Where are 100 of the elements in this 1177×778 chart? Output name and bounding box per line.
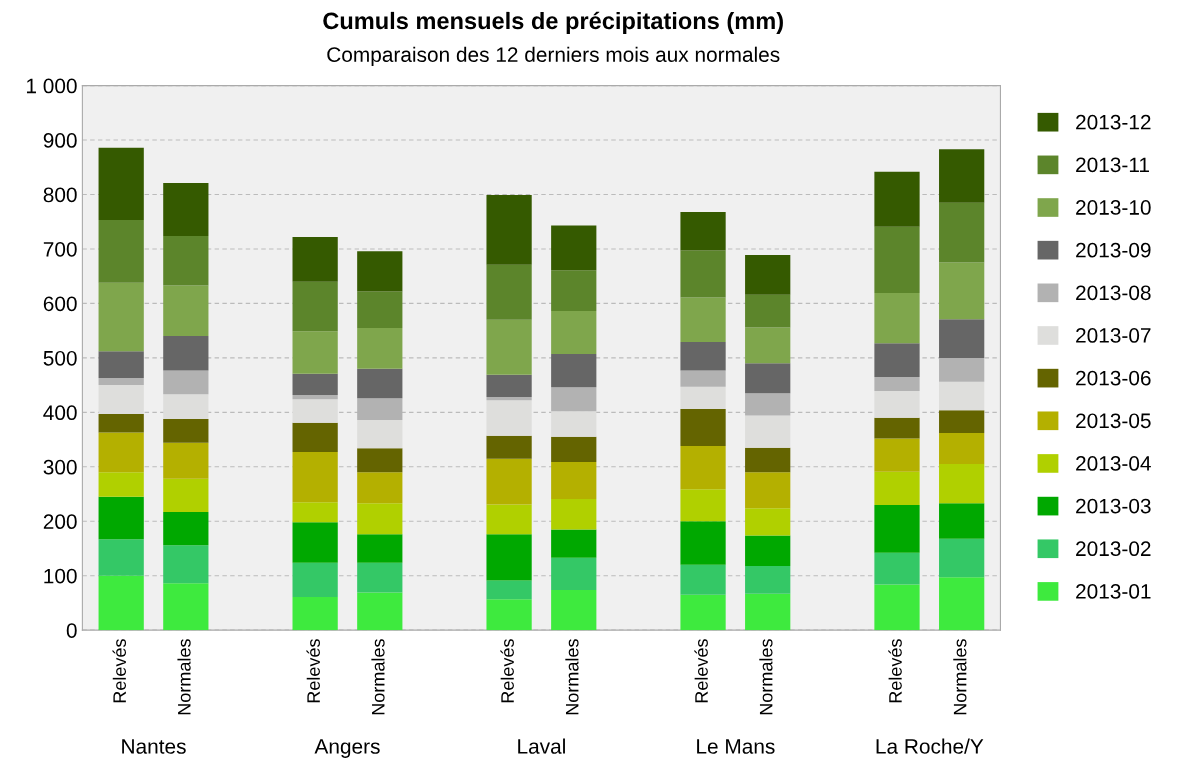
legend-label: 2013-08 — [1076, 285, 1151, 301]
bar — [163, 235, 209, 286]
bar — [98, 496, 144, 540]
bar — [745, 535, 791, 566]
bar — [98, 378, 144, 386]
bar — [680, 370, 726, 387]
x-tick-label: Relevés — [694, 639, 708, 703]
bar — [680, 564, 726, 595]
bar — [486, 195, 532, 265]
bar — [357, 562, 403, 593]
bar — [874, 293, 920, 344]
chart-subtitle: Comparaison des 12 derniers mois aux normales — [327, 46, 780, 67]
bar — [163, 418, 209, 443]
y-tick-label: 600 — [43, 296, 77, 312]
bar — [745, 415, 791, 448]
bar — [551, 354, 597, 388]
bar — [874, 226, 920, 294]
bar — [292, 394, 338, 400]
text: Angers — [314, 739, 380, 758]
bar — [939, 577, 985, 631]
y-tick-label: 0 — [66, 623, 77, 638]
legend-label: 2013-10 — [1076, 200, 1151, 215]
bar — [745, 508, 791, 536]
bar — [357, 419, 403, 449]
bar — [486, 435, 532, 459]
legend-label: 2013-04 — [1076, 456, 1151, 471]
bar — [357, 534, 403, 563]
bar — [745, 472, 791, 509]
bar — [98, 575, 144, 631]
bar — [292, 281, 338, 332]
bar — [551, 311, 597, 355]
bar — [939, 503, 985, 539]
bar — [680, 211, 726, 251]
text: La Roche/Y — [876, 738, 984, 754]
bar — [745, 593, 791, 631]
bar — [357, 503, 403, 535]
bar — [163, 336, 209, 371]
legend-label: 2013-06 — [1076, 370, 1151, 386]
bar — [680, 297, 726, 343]
y-tick-label: 400 — [43, 405, 77, 421]
bar — [551, 529, 597, 558]
legend-label: 2013-12 — [1076, 114, 1151, 130]
bar — [98, 432, 144, 473]
bar — [745, 447, 791, 473]
bar — [486, 397, 532, 401]
bar — [486, 458, 532, 505]
legend-label: 2013-03 — [1076, 498, 1151, 514]
legend-label: 2013-09 — [1076, 242, 1151, 258]
bar — [874, 171, 920, 227]
bar — [486, 400, 532, 436]
bar — [98, 147, 144, 221]
bar — [163, 370, 209, 395]
bar — [939, 262, 985, 320]
bar — [163, 442, 209, 479]
bar — [163, 394, 209, 419]
text: Nantes — [122, 739, 186, 754]
bar — [874, 343, 920, 377]
bar — [745, 327, 791, 364]
y-tick-label: 500 — [43, 350, 77, 366]
bar — [98, 351, 144, 379]
x-tick-label: Normales — [953, 639, 967, 715]
legend-label: 2013-01 — [1076, 584, 1151, 599]
bar — [680, 386, 726, 410]
bar — [874, 584, 920, 631]
bar — [357, 291, 403, 328]
bar — [551, 225, 597, 271]
bar — [486, 534, 532, 581]
bar — [163, 285, 209, 337]
bar — [874, 376, 920, 392]
bar — [98, 282, 144, 352]
y-tick-label: 800 — [43, 187, 77, 203]
bar — [292, 522, 338, 563]
bar — [939, 410, 985, 434]
x-tick-label: Normales — [565, 639, 579, 715]
bar — [486, 264, 532, 320]
y-tick-label: 300 — [43, 459, 77, 475]
bar — [163, 512, 209, 546]
legend-label: 2013-11 — [1076, 157, 1149, 173]
bar — [98, 385, 144, 414]
bar — [357, 251, 403, 292]
bar — [551, 436, 597, 462]
bar — [292, 331, 338, 374]
bar — [357, 472, 403, 504]
legend-label: 2013-07 — [1076, 328, 1151, 343]
bar — [163, 583, 209, 631]
y-tick-label: 1 000 — [26, 78, 77, 94]
bar — [874, 504, 920, 553]
bar — [874, 417, 920, 439]
bar — [680, 521, 726, 565]
x-tick-label: Relevés — [500, 639, 514, 703]
bar — [292, 399, 338, 423]
bar — [551, 411, 597, 437]
bar — [292, 373, 338, 395]
bar — [939, 381, 985, 411]
y-tick-label: 100 — [44, 568, 77, 584]
bar — [98, 472, 144, 497]
bar — [357, 327, 403, 369]
bar — [292, 562, 338, 597]
y-tick-label: 900 — [43, 133, 77, 148]
bar — [292, 452, 338, 503]
